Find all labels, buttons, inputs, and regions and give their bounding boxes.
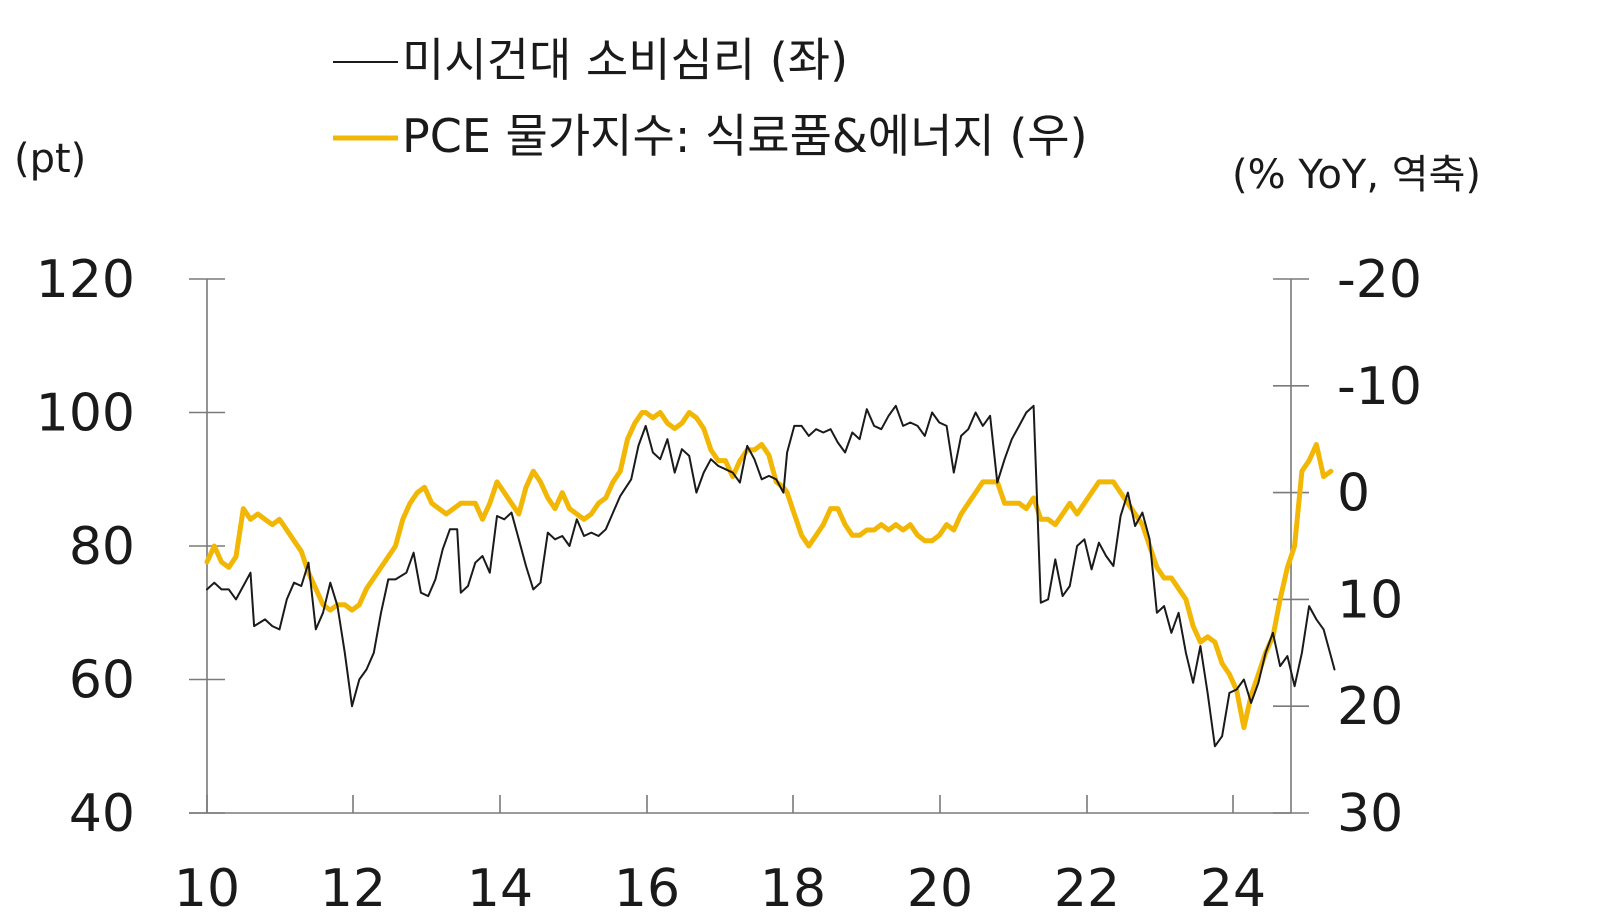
x-tick-label: 22 bbox=[1054, 859, 1120, 919]
x-tick-label: 24 bbox=[1200, 859, 1266, 919]
right-axis-unit: (% YoY, 역축) bbox=[1232, 152, 1481, 198]
right-tick-label: 30 bbox=[1337, 784, 1403, 844]
right-tick-label: 10 bbox=[1337, 570, 1403, 630]
x-axis-ticks: 10 12 14 16 18 20 22 24 bbox=[174, 795, 1266, 919]
left-tick-label: 60 bbox=[69, 651, 135, 711]
legend: 미시건대 소비심리 (좌) PCE 물가지수: 식료품&에너지 (우) bbox=[333, 33, 1088, 163]
legend-label-pce-food-energy: PCE 물가지수: 식료품&에너지 (우) bbox=[402, 109, 1088, 163]
x-tick-label: 10 bbox=[174, 859, 240, 919]
left-tick-label: 120 bbox=[36, 250, 135, 310]
axes bbox=[189, 279, 1292, 814]
left-tick-label: 100 bbox=[36, 384, 135, 444]
right-tick-label: -10 bbox=[1337, 357, 1422, 417]
x-tick-label: 14 bbox=[467, 859, 533, 919]
left-tick-label: 80 bbox=[69, 517, 135, 577]
x-tick-label: 20 bbox=[907, 859, 973, 919]
series-line-pce-food-energy bbox=[204, 410, 1334, 731]
right-tick-label: 20 bbox=[1337, 677, 1403, 737]
left-axis-unit: (pt) bbox=[14, 136, 86, 182]
x-tick-label: 16 bbox=[614, 859, 680, 919]
series-line-consumer-sentiment bbox=[206, 404, 1336, 748]
x-tick-label: 12 bbox=[320, 859, 386, 919]
left-tick-label: 40 bbox=[69, 784, 135, 844]
legend-label-consumer-sentiment: 미시건대 소비심리 (좌) bbox=[402, 33, 848, 87]
right-tick-label: 0 bbox=[1337, 464, 1370, 524]
x-tick-label: 18 bbox=[760, 859, 826, 919]
right-tick-label: -20 bbox=[1337, 250, 1422, 310]
left-axis-ticks: 120 100 80 60 40 bbox=[36, 250, 225, 844]
right-axis-ticks: -20 -10 0 10 20 30 bbox=[1273, 250, 1422, 844]
